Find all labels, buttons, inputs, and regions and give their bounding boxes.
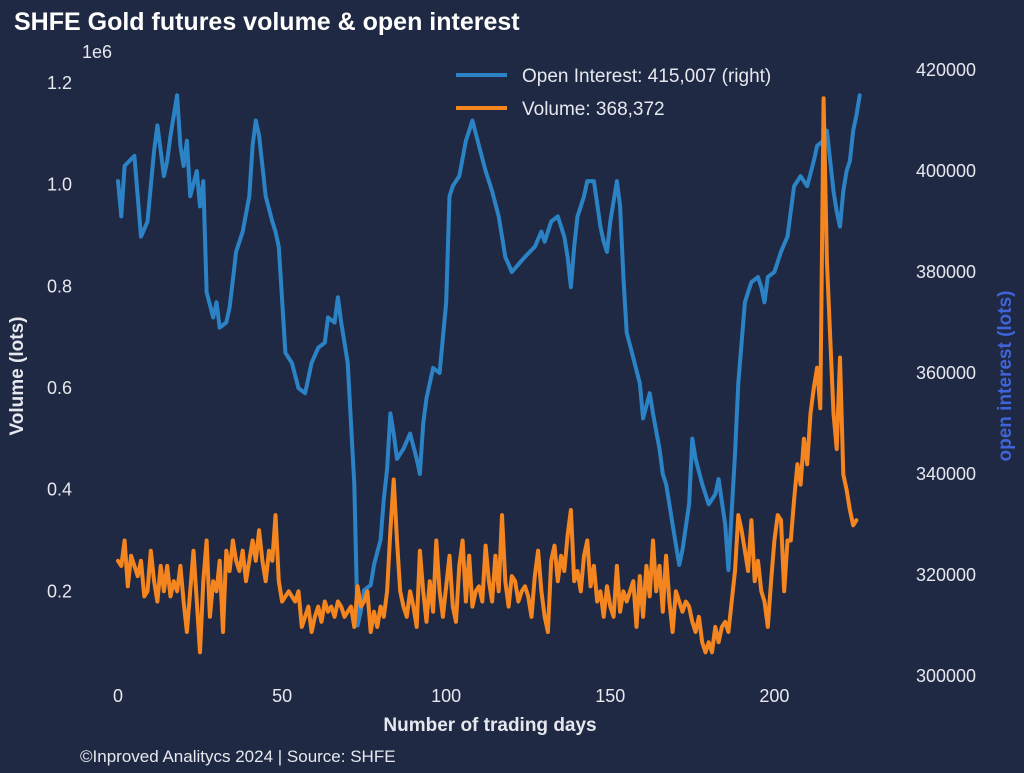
x-tick-label: 100 [431, 686, 461, 706]
x-tick-label: 200 [759, 686, 789, 706]
right-axis-label: open interest (lots) [995, 290, 1016, 461]
x-tick-label: 0 [113, 686, 123, 706]
left-axis-multiplier: 1e6 [82, 42, 112, 62]
right-axis: 300000 320000 340000 360000 380000 400000 4200… [916, 60, 976, 686]
right-tick-label: 400000 [916, 161, 976, 181]
left-tick-label: 0.8 [47, 276, 72, 296]
left-tick-label: 0.6 [47, 378, 72, 398]
series-layer [116, 93, 862, 655]
volume-line [116, 96, 859, 655]
chart-title: SHFE Gold futures volume & open interest [14, 8, 520, 36]
x-axis: 0 50 100 150 200 [113, 686, 789, 706]
left-axis-label: Volume (lots) [7, 317, 28, 436]
x-axis-label: Number of trading days [383, 715, 596, 736]
right-tick-label: 360000 [916, 363, 976, 383]
right-tick-label: 320000 [916, 565, 976, 585]
footer-credit: ©Inproved Analitycs 2024 | Source: SHFE [80, 747, 396, 766]
left-axis: 0.2 0.4 0.6 0.8 1.0 1.2 [47, 73, 72, 601]
x-tick-label: 150 [595, 686, 625, 706]
open-interest-line [116, 93, 862, 628]
right-tick-label: 300000 [916, 666, 976, 686]
left-tick-label: 0.4 [47, 480, 72, 500]
right-tick-label: 380000 [916, 262, 976, 282]
left-tick-label: 0.2 [47, 581, 72, 601]
x-tick-label: 50 [272, 686, 292, 706]
legend-label-volume: Volume: 368,372 [522, 99, 665, 120]
legend-label-open-interest: Open Interest: 415,007 (right) [522, 66, 771, 87]
right-tick-label: 420000 [916, 60, 976, 80]
left-tick-label: 1.2 [47, 73, 72, 93]
legend: Open Interest: 415,007 (right) Volume: 3… [456, 66, 771, 120]
right-tick-label: 340000 [916, 464, 976, 484]
left-tick-label: 1.0 [47, 175, 72, 195]
